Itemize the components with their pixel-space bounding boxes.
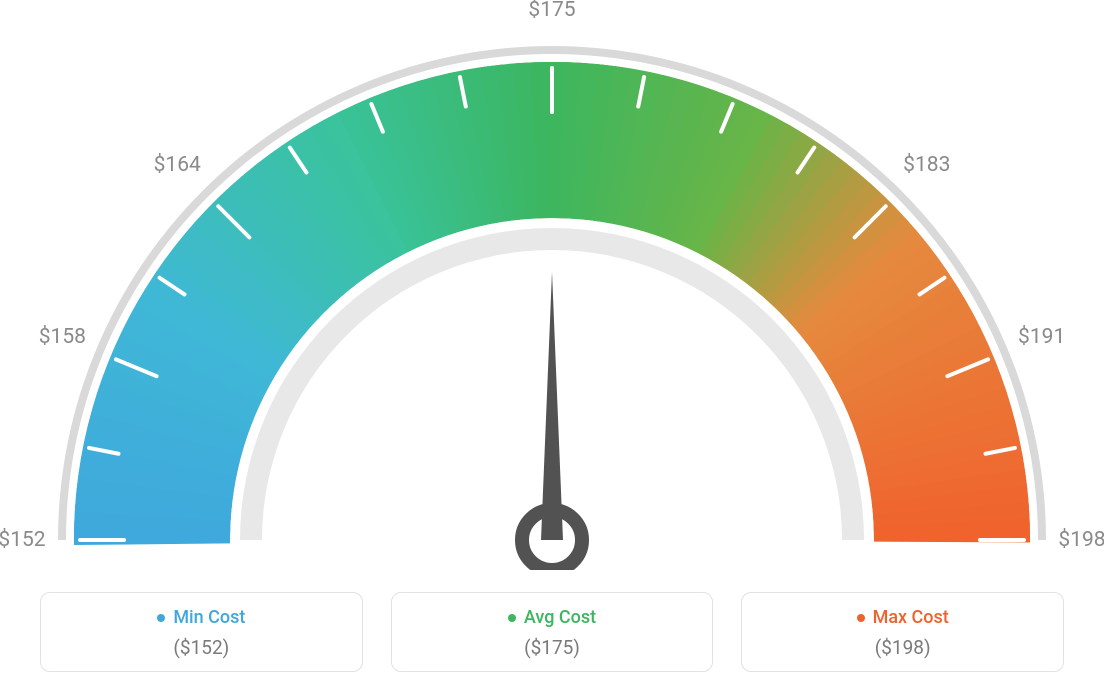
chart-container: $152 $158 $164 $175 $183 $191 $198 Min Cost ($… [0,0,1104,690]
summary-cards: Min Cost ($152) Avg Cost ($175) Max Cost… [40,592,1064,672]
tick-label: $183 [903,153,950,177]
gauge-svg [0,0,1104,570]
min-dot [157,614,165,622]
tick-label: $152 [0,528,46,552]
max-card-title-row: Max Cost [742,607,1063,628]
needle [541,272,563,540]
tick-label: $191 [1018,325,1065,349]
avg-card-title-row: Avg Cost [392,607,713,628]
tick-label: $158 [39,325,86,349]
tick-label: $175 [528,0,575,22]
avg-dot [508,614,516,622]
avg-card-value: ($175) [392,636,713,659]
max-card-value: ($198) [742,636,1063,659]
min-card-value: ($152) [41,636,362,659]
min-card-label: Min Cost [173,607,245,628]
avg-card-label: Avg Cost [524,607,596,628]
max-dot [857,614,865,622]
min-card-title-row: Min Cost [41,607,362,628]
min-cost-card: Min Cost ($152) [40,592,363,672]
gauge-area: $152 $158 $164 $175 $183 $191 $198 [0,0,1104,570]
tick-label: $198 [1058,528,1104,552]
avg-cost-card: Avg Cost ($175) [391,592,714,672]
tick-label: $164 [154,153,201,177]
max-cost-card: Max Cost ($198) [741,592,1064,672]
max-card-label: Max Cost [873,607,949,628]
